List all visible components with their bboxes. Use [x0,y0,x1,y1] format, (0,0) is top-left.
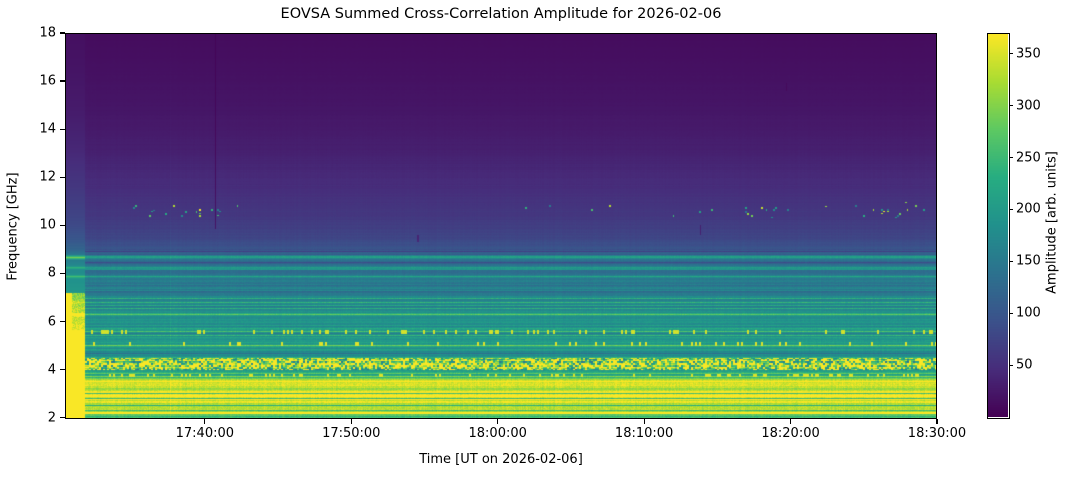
chart-title: EOVSA Summed Cross-Correlation Amplitude… [280,6,722,22]
y-tick-label: 4 [47,362,56,378]
spectrogram-heatmap [65,33,937,419]
colorbar-tick-mark [1009,208,1013,211]
colorbar-gradient [987,33,1008,417]
colorbar-tick-mark [1009,364,1013,366]
x-tick-label: 17:40:00 [175,426,235,441]
y-tick-mark [60,272,65,275]
y-tick-mark [60,80,65,82]
y-tick-label: 10 [39,217,56,233]
y-tick-label: 2 [47,410,56,426]
x-tick-mark [936,419,938,424]
colorbar-tick-label: 350 [1016,46,1041,62]
colorbar-label: Amplitude [arb. units] [1044,151,1060,294]
y-tick-label: 16 [39,73,56,89]
y-tick-mark [60,128,65,130]
colorbar-tick-mark [1009,105,1013,107]
y-tick-mark [60,320,65,323]
x-tick-label: 18:00:00 [468,426,527,441]
x-tick-label: 18:30:00 [907,426,967,441]
y-tick-label: 6 [47,314,56,330]
x-tick-mark [497,419,499,424]
y-axis-label: Frequency [GHz] [5,172,21,281]
colorbar-tick-label: 250 [1016,150,1041,166]
colorbar-tick-mark [1009,312,1013,314]
colorbar-tick-label: 150 [1016,253,1041,269]
y-tick-label: 8 [47,265,56,281]
y-tick-label: 12 [39,169,56,185]
colorbar-tick-label: 50 [1016,357,1033,373]
colorbar-tick-mark [1009,53,1013,55]
colorbar-tick-label: 100 [1016,305,1041,321]
y-tick-label: 18 [39,25,56,41]
colorbar-tick-label: 300 [1016,98,1041,114]
y-tick-mark [60,417,65,419]
colorbar-tick-mark [1009,156,1013,159]
x-tick-mark [789,419,792,424]
y-tick-mark [60,32,65,34]
y-tick-label: 14 [39,121,56,137]
x-tick-label: 18:20:00 [761,426,820,441]
colorbar-tick-mark [1009,260,1013,262]
x-axis-label: Time [UT on 2026-02-06] [419,452,583,467]
y-tick-mark [60,369,65,371]
x-tick-mark [643,419,645,424]
colorbar-tick-label: 200 [1016,201,1041,217]
x-tick-label: 18:10:00 [614,426,674,441]
x-tick-mark [350,419,352,424]
x-tick-mark [204,419,206,424]
x-tick-label: 17:50:00 [322,426,381,441]
y-tick-mark [60,224,65,226]
y-tick-mark [60,176,65,178]
